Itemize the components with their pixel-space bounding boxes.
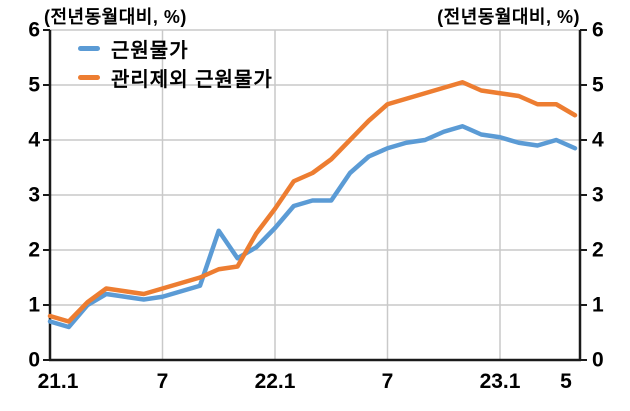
legend: 근원물가 관리제외 근원물가 — [78, 34, 273, 92]
y-axis-label-right: 3 — [592, 183, 604, 207]
y-axis-label-left: 3 — [28, 183, 40, 207]
legend-swatch-core-icon — [78, 46, 100, 51]
legend-item-core-ex-admin: 관리제외 근원물가 — [78, 63, 273, 92]
y-axis-label-left: 1 — [28, 293, 40, 317]
x-axis-label: 7 — [381, 370, 394, 393]
x-axis-label: 22.1 — [254, 370, 296, 393]
y-axis-label-left: 2 — [28, 238, 40, 262]
x-axis-label: 21.1 — [37, 370, 79, 393]
legend-swatch-core-ex-admin-icon — [78, 75, 100, 80]
y-axis-label-right: 5 — [592, 73, 604, 97]
y-axis-label-right: 6 — [592, 18, 604, 42]
y-axis-label-right: 1 — [592, 293, 604, 317]
x-axis-label: 23.1 — [479, 370, 521, 393]
y-axis-label-left: 4 — [28, 128, 40, 152]
legend-label-core-ex-admin: 관리제외 근원물가 — [111, 69, 273, 91]
series-line-core-ex-admin — [47, 80, 578, 324]
chart-title-right: (전년동월대비, %) — [437, 7, 580, 27]
x-axis-label: 5 — [560, 370, 572, 393]
y-axis-label-right: 0 — [592, 348, 604, 372]
y-axis-label-left: 5 — [28, 73, 40, 97]
series-line-core — [47, 124, 578, 330]
y-axis-label-left: 0 — [28, 348, 40, 372]
x-axis-label: 7 — [156, 370, 169, 393]
legend-label-core: 근원물가 — [111, 40, 189, 62]
y-axis-label-right: 2 — [592, 238, 604, 262]
legend-item-core: 근원물가 — [78, 34, 273, 63]
y-axis-label-left: 6 — [28, 18, 40, 42]
y-axis-label-right: 4 — [592, 128, 604, 152]
chart-title-left: (전년동월대비, %) — [44, 7, 187, 27]
